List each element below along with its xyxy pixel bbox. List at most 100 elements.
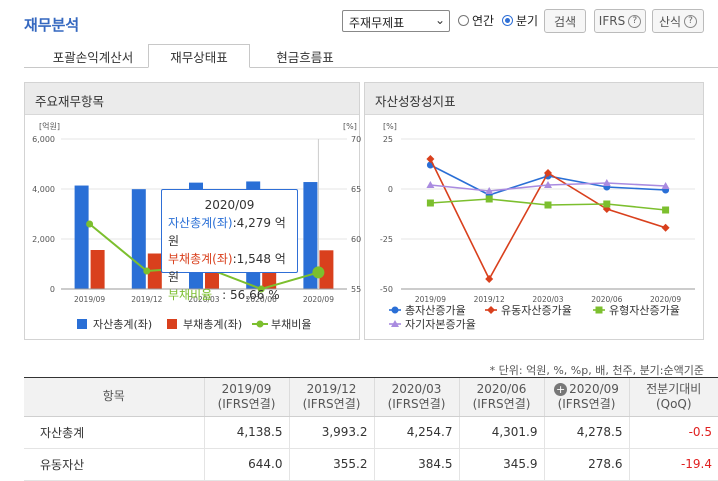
radio-annual-label: 연간	[472, 14, 495, 28]
growth-point	[485, 187, 494, 194]
tab-balance-sheet[interactable]: 재무상태표	[148, 44, 250, 68]
x-tick-label: 2019/12	[474, 295, 505, 304]
table-header-date: 2019/09	[221, 381, 272, 396]
cell-value: 644.0	[203, 448, 289, 481]
table-header-date: 2020/06	[476, 381, 527, 396]
cell-value: 278.6	[543, 448, 629, 481]
growth-point	[544, 181, 552, 188]
tooltip-ratio-value: : 56.66 %	[222, 288, 280, 302]
key-financials-title: 주요재무항목	[25, 83, 359, 115]
x-tick-label: 2019/12	[131, 295, 162, 304]
table-header-qoq: 전분기대비 (QoQ)	[628, 378, 718, 417]
x-tick-label: 2020/06	[591, 295, 622, 304]
table-header-period: 2019/09 (IFRS연결)	[203, 378, 289, 417]
tooltip-asset: 자산총계(좌):4,279 억원	[168, 214, 291, 250]
growth-point	[426, 199, 434, 207]
statement-select-value: 주재무제표	[349, 16, 405, 30]
radio-quarter[interactable]: 분기	[502, 12, 538, 29]
table-header-period: 2020/06 (IFRS연결)	[458, 378, 544, 417]
formula-button[interactable]: 산식 ?	[652, 9, 704, 33]
y-tick-label: -25	[380, 235, 393, 244]
y-right-tick-label: 70	[351, 135, 361, 144]
legend-label: 부채총계(좌)	[183, 318, 242, 331]
legend-label: 자기자본증가율	[405, 318, 476, 331]
expand-plus-icon[interactable]: +	[554, 382, 568, 396]
asset-growth-chart: [%] 25 0 -25 -50 2019/09 2019/12 2020/03 2020/06…	[380, 122, 695, 331]
growth-point	[602, 179, 611, 186]
bar-debt	[90, 250, 105, 289]
x-tick-label: 2019/09	[74, 295, 105, 304]
tooltip-asset-label: 자산총계(좌)	[168, 216, 233, 230]
tooltip-ratio: 부채비율: 56.66 %	[168, 286, 291, 304]
growth-point	[661, 223, 670, 232]
growth-point	[661, 182, 670, 189]
x-tick-label: 2020/03	[532, 295, 563, 304]
unit-note: * 단위: 억원, %, %p, 배, 천주, 분기:순액기준	[489, 364, 704, 377]
tab-cash-flow[interactable]: 현금흐름표	[276, 49, 334, 65]
x-tick-label: 2019/09	[415, 295, 446, 304]
tooltip-debt-label: 부채총계(좌)	[168, 252, 233, 266]
cell-value: 355.2	[288, 448, 374, 481]
tab-income-statement[interactable]: 포괄손익계산서	[52, 49, 134, 65]
table-header-basis: (IFRS연결)	[557, 396, 616, 411]
y-right-tick-label: 65	[351, 185, 361, 194]
legend-swatch	[167, 319, 177, 329]
ratio-point	[86, 220, 94, 228]
y-tick-label: 25	[383, 135, 393, 144]
legend-marker	[256, 320, 264, 328]
table-row: 자산총계 4,138.5 3,993.2 4,254.7 4,301.9 4,2…	[24, 416, 718, 449]
chart-tooltip: 2020/09 자산총계(좌):4,279 억원 부채총계(좌):1,548 억…	[161, 189, 298, 302]
y-right-unit: [%]	[343, 122, 357, 131]
table-header-date: 2020/09	[569, 381, 619, 396]
tooltip-debt: 부채총계(좌):1,548 억원	[168, 250, 291, 286]
y-tick-label: -50	[380, 285, 393, 294]
legend-label: 유동자산증가율	[501, 304, 572, 317]
growth-point	[426, 181, 435, 188]
bar-asset	[131, 189, 146, 289]
y-left-unit: [억원]	[39, 121, 60, 131]
legend-label: 총자산증가율	[405, 304, 466, 317]
legend-swatch	[77, 319, 87, 329]
table-header-row: 항목 2019/09 (IFRS연결) 2019/12 (IFRS연결) 2020/…	[24, 378, 718, 417]
cell-value: 4,138.5	[203, 416, 289, 449]
growth-point	[426, 155, 435, 163]
ratio-point	[312, 266, 325, 279]
cell-value: 384.5	[373, 448, 459, 481]
y-right-tick-label: 60	[351, 235, 361, 244]
row-label: 자산총계	[24, 416, 204, 449]
help-icon: ?	[628, 14, 642, 28]
x-tick-label: 2020/09	[650, 295, 681, 304]
table-header-basis: (QoQ)	[655, 396, 692, 411]
growth-point	[485, 275, 494, 283]
cell-value: 4,254.7	[373, 416, 459, 449]
radio-quarter-label: 분기	[516, 14, 539, 28]
legend-label: 부채비율	[271, 318, 311, 331]
radio-annual[interactable]: 연간	[458, 12, 494, 29]
y-unit: [%]	[383, 122, 397, 131]
radio-circle-icon	[458, 15, 469, 26]
y-right-tick-label: 55	[351, 285, 361, 294]
y-tick-label: 0	[388, 185, 393, 194]
asset-growth-panel: 자산성장성지표 [%] 25 0 -25 -50 2019/09 2019/12 2020/0…	[364, 82, 704, 340]
legend-label: 유형자산증가율	[609, 304, 680, 317]
x-tick-label: 2020/06	[246, 295, 277, 304]
bar-asset	[74, 185, 89, 289]
cell-value: 4,301.9	[458, 416, 544, 449]
statement-select[interactable]: 주재무제표 ⌄	[342, 10, 450, 32]
cell-value: 4,278.5	[543, 416, 629, 449]
table-header-basis: (IFRS연결)	[387, 396, 446, 411]
legend-marker	[595, 306, 603, 314]
x-tick-label: 2020/09	[303, 295, 334, 304]
cell-value: 3,993.2	[288, 416, 374, 449]
ifrs-button-label: IFRS	[598, 14, 626, 28]
y-left-tick-label: 4,000	[32, 185, 55, 194]
search-button[interactable]: 검색	[544, 9, 586, 33]
bar-debt	[319, 250, 334, 289]
y-left-tick-label: 0	[50, 285, 55, 294]
table-header-item: 항목	[24, 378, 204, 417]
ifrs-button[interactable]: IFRS ?	[594, 9, 646, 33]
y-left-tick-label: 6,000	[32, 135, 55, 144]
table-header-period: +2020/09 (IFRS연결)	[543, 378, 629, 417]
x-tick-label: 2020/03	[188, 295, 219, 304]
table-header-date: 2019/12	[306, 381, 357, 396]
